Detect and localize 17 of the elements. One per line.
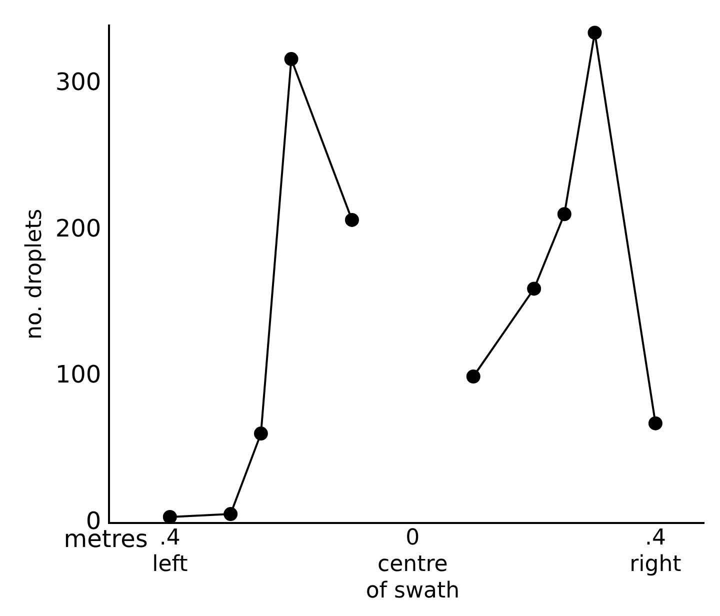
point bbox=[527, 282, 542, 296]
y-tick-label: 100 bbox=[55, 360, 102, 389]
point bbox=[224, 507, 238, 522]
x-tick-label: .4 left bbox=[152, 526, 188, 578]
point bbox=[344, 212, 359, 227]
point bbox=[254, 426, 268, 441]
y-axis-title: no. droplets bbox=[22, 208, 47, 340]
x-tick-label: .4 right bbox=[630, 526, 682, 578]
y-tick-label: 200 bbox=[55, 214, 102, 242]
y-tick-label: 300 bbox=[55, 68, 102, 96]
point bbox=[284, 52, 298, 66]
point bbox=[588, 26, 602, 40]
point bbox=[162, 510, 177, 523]
point bbox=[466, 370, 480, 384]
x-tick-label: 0 centre of swath bbox=[366, 526, 460, 604]
point bbox=[557, 207, 572, 222]
point bbox=[648, 416, 662, 430]
